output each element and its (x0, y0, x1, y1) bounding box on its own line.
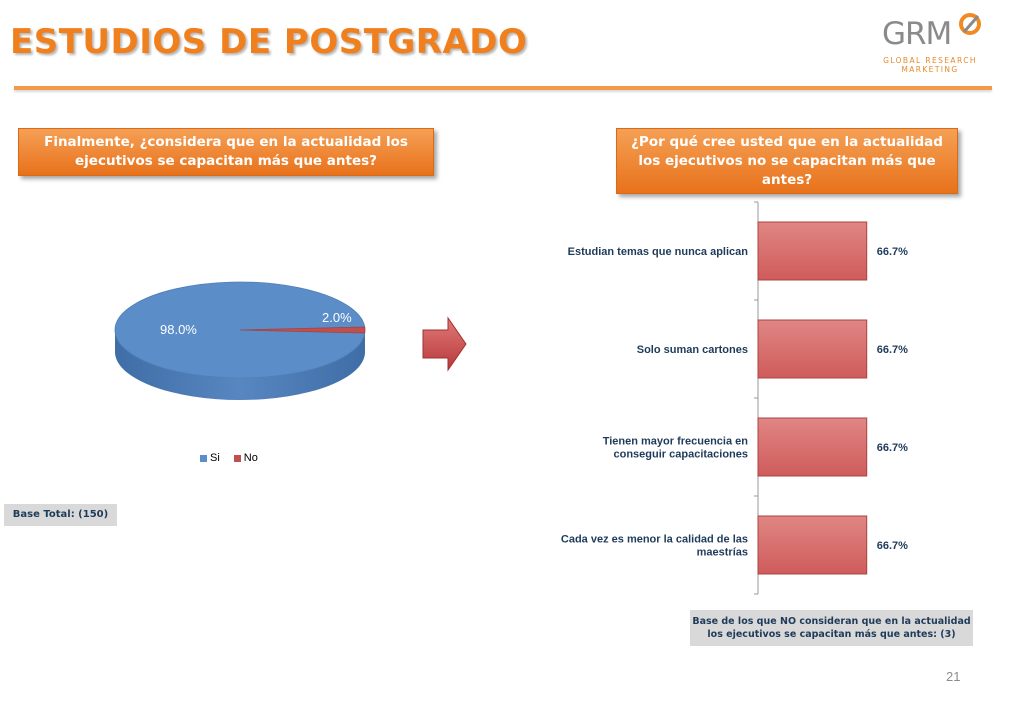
title-divider (14, 86, 992, 90)
bar-3 (757, 417, 868, 477)
page-title: ESTUDIOS DE POSTGRADO (10, 22, 528, 62)
legend-item-no: No (233, 452, 258, 464)
bar-category-label-4: Cada vez es menor la calidad de las maest… (561, 534, 748, 559)
logo-tagline-line1: GLOBAL RESEARCH (883, 56, 977, 65)
legend-label-no: No (243, 452, 258, 464)
pie-value-label-no: 2.0% (322, 310, 352, 325)
legend-swatch-no (233, 454, 241, 462)
legend-label-si: Si (210, 452, 220, 464)
pie-slice-no (239, 326, 366, 334)
bar-value-label-2: 66.7% (877, 344, 908, 356)
right-question-text: ¿Por qué cree usted que en la actualidad… (631, 133, 943, 188)
bar-2 (757, 319, 868, 379)
bar-value-label-3: 66.7% (877, 442, 908, 454)
legend-item-si: Si (200, 452, 220, 464)
left-question-text: Finalmente, ¿considera que en la actuali… (44, 134, 408, 169)
grm-logo: GRM GLOBAL RESEARCH MARKETING (870, 10, 1000, 82)
right-arrow-icon (422, 316, 467, 372)
page-number: 21 (946, 669, 961, 684)
pie-slice-si (114, 281, 366, 379)
logo-tagline: GLOBAL RESEARCH MARKETING (878, 56, 982, 74)
bar-value-label-1: 66.7% (877, 246, 908, 258)
base-total-box: Base Total: (150) (4, 504, 117, 526)
bar-category-label-1: Estudian temas que nunca aplican (568, 246, 749, 258)
legend-swatch-si (200, 454, 207, 462)
pie-legend: Si No (200, 452, 258, 464)
logo-wordmark: GRM (882, 16, 952, 52)
pie-chart: 98.0% 2.0% (114, 281, 366, 400)
bar-1 (757, 221, 868, 281)
bar-4 (757, 515, 868, 575)
bar-category-label-3: Tienen mayor frecuencia en conseguir capa… (603, 436, 749, 461)
bar-category-label-2: Solo suman cartones (637, 344, 748, 356)
bar-value-label-4: 66.7% (877, 540, 908, 552)
bar-chart: 66.7% Estudian temas que nunca aplican 66.… (561, 201, 908, 595)
pie-value-label-si: 98.0% (160, 322, 197, 337)
logo-tagline-line2: MARKETING (901, 65, 959, 74)
left-question-box: Finalmente, ¿considera que en la actuali… (18, 128, 434, 176)
logo-swirl-icon (959, 13, 981, 35)
base-subset-box: Base de los que NO consideran que en la … (690, 610, 973, 646)
right-question-box: ¿Por qué cree usted que en la actualidad… (616, 128, 958, 194)
pie-side-wall (115, 330, 365, 400)
